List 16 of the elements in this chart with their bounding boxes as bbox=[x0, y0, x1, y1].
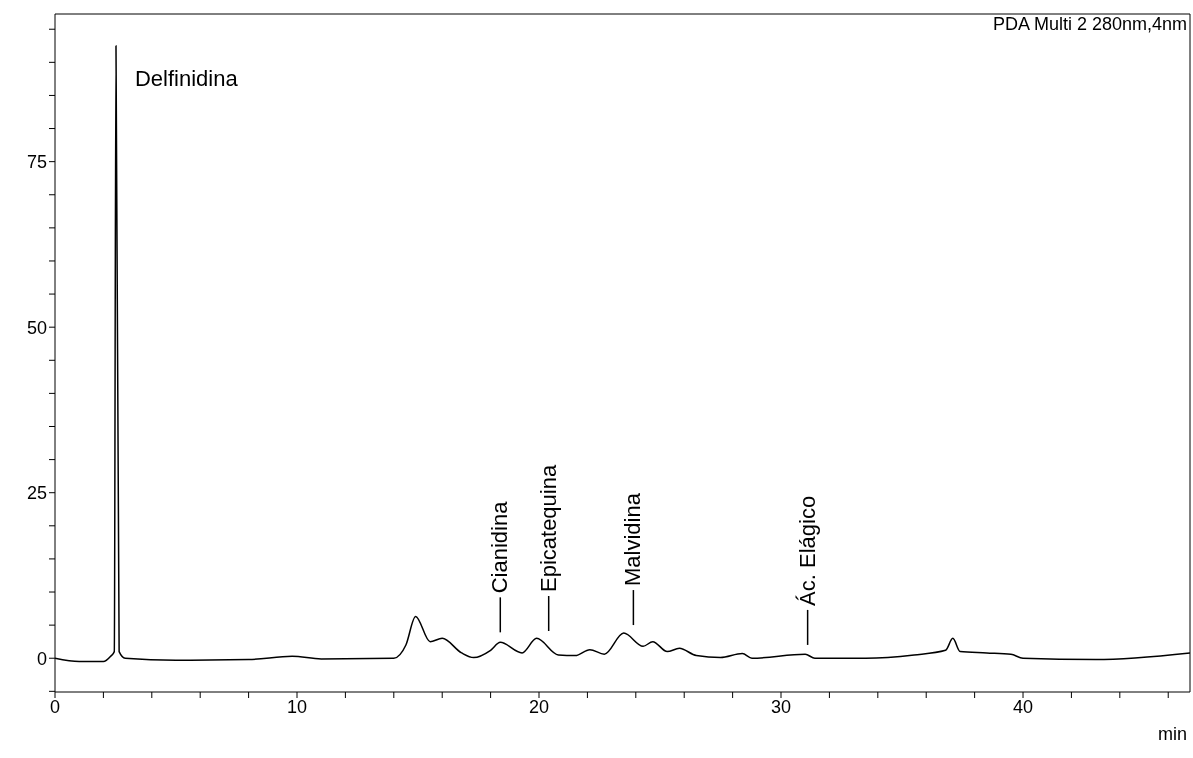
x-tick-label: 10 bbox=[286, 696, 308, 717]
x-tick-label: 20 bbox=[528, 696, 550, 717]
annotation: Cianidina bbox=[487, 500, 513, 594]
x-tick-label: 40 bbox=[1013, 696, 1034, 717]
y-tick-label: 50 bbox=[26, 317, 47, 338]
x-tick-label: 30 bbox=[771, 696, 792, 717]
y-tick-label: 25 bbox=[26, 483, 47, 504]
x-axis-title: min bbox=[1157, 724, 1187, 745]
annotation: Epicatequina bbox=[535, 464, 561, 593]
x-tick-label: 0 bbox=[49, 696, 61, 717]
y-tick-label: 0 bbox=[36, 648, 47, 669]
annotation: PDA Multi 2 280nm,4nm bbox=[992, 14, 1187, 35]
annotation: Delfinidina bbox=[134, 65, 239, 91]
annotation: Malvidina bbox=[620, 492, 646, 587]
annotation: Ác. Elágico bbox=[794, 495, 820, 606]
y-tick-label: 75 bbox=[26, 152, 47, 173]
